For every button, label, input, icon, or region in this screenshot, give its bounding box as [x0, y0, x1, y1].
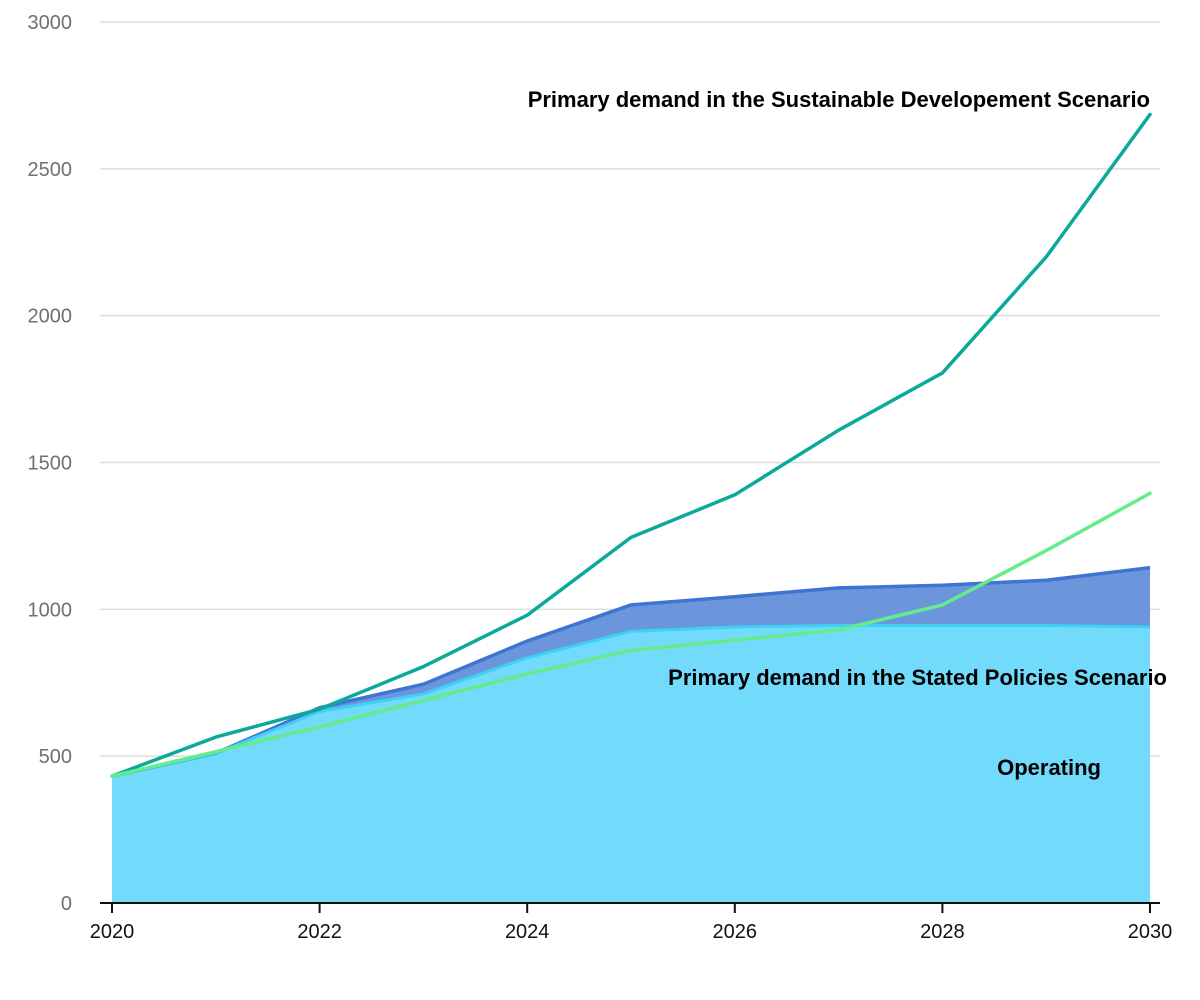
- annotation-2: Primary demand in the Stated Policies Sc…: [668, 665, 1167, 690]
- x-tick-label-2022: 2022: [297, 921, 342, 943]
- area-upper-band: [112, 567, 1150, 777]
- area-operating-edge: [111, 623, 1151, 778]
- x-tick-label-2030: 2030: [1128, 921, 1173, 943]
- series-line-2: [110, 491, 1152, 778]
- y-tick-label-1500: 1500: [28, 453, 73, 475]
- area-series: [111, 565, 1151, 903]
- y-tick-label-3000: 3000: [28, 12, 73, 34]
- x-tick-label-2026: 2026: [713, 921, 758, 943]
- y-tick-label-2000: 2000: [28, 306, 73, 328]
- y-tick-label-500: 500: [39, 746, 72, 768]
- line-series: [110, 112, 1152, 778]
- y-tick-label-0: 0: [61, 893, 72, 915]
- y-tick-label-2500: 2500: [28, 159, 73, 181]
- annotations: Primary demand in the Sustainable Develo…: [528, 87, 1167, 780]
- x-tick-label-2024: 2024: [505, 921, 550, 943]
- annotation-1: Primary demand in the Sustainable Develo…: [528, 87, 1150, 112]
- x-tick-label-2028: 2028: [920, 921, 965, 943]
- y-tick-label-1000: 1000: [28, 599, 73, 621]
- area-upper-edge: [111, 565, 1151, 778]
- series-line-1: [110, 112, 1152, 778]
- axes: 0 500 1000 1500 2000 2500 3000 2020 2022 2024 2026…: [28, 12, 1173, 943]
- annotation-3: Operating: [997, 755, 1101, 780]
- x-tick-label-2020: 2020: [90, 921, 135, 943]
- area-operating: [112, 625, 1150, 903]
